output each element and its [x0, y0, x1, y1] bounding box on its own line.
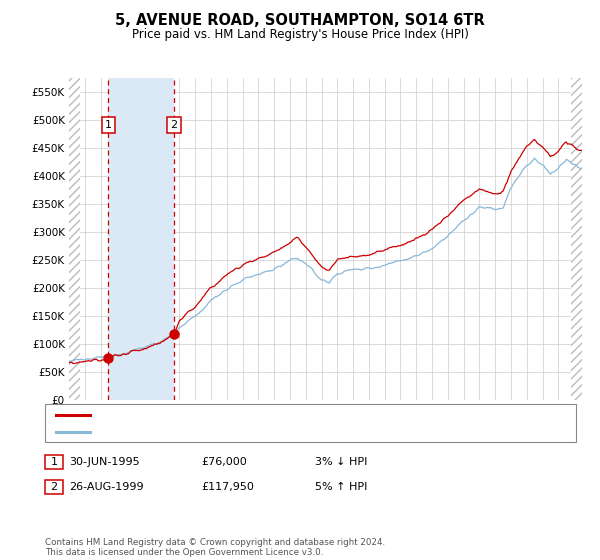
Text: 30-JUN-1995: 30-JUN-1995 — [69, 457, 140, 467]
Text: 2: 2 — [50, 482, 58, 492]
Text: Contains HM Land Registry data © Crown copyright and database right 2024.
This d: Contains HM Land Registry data © Crown c… — [45, 538, 385, 557]
Bar — [571, 78, 582, 400]
Text: 26-AUG-1999: 26-AUG-1999 — [69, 482, 143, 492]
Text: Price paid vs. HM Land Registry's House Price Index (HPI): Price paid vs. HM Land Registry's House … — [131, 28, 469, 41]
Text: HPI: Average price, detached house, Southampton: HPI: Average price, detached house, Sout… — [94, 427, 371, 437]
Text: 5% ↑ HPI: 5% ↑ HPI — [315, 482, 367, 492]
Text: 1: 1 — [50, 457, 58, 467]
Text: 1: 1 — [105, 120, 112, 130]
Text: £117,950: £117,950 — [201, 482, 254, 492]
Text: 3% ↓ HPI: 3% ↓ HPI — [315, 457, 367, 467]
Text: 2: 2 — [170, 120, 178, 130]
Bar — [69, 78, 80, 400]
Text: 5, AVENUE ROAD, SOUTHAMPTON, SO14 6TR (detached house): 5, AVENUE ROAD, SOUTHAMPTON, SO14 6TR (d… — [94, 410, 440, 420]
Bar — [109, 78, 174, 400]
Text: £76,000: £76,000 — [201, 457, 247, 467]
Text: 5, AVENUE ROAD, SOUTHAMPTON, SO14 6TR: 5, AVENUE ROAD, SOUTHAMPTON, SO14 6TR — [115, 13, 485, 29]
